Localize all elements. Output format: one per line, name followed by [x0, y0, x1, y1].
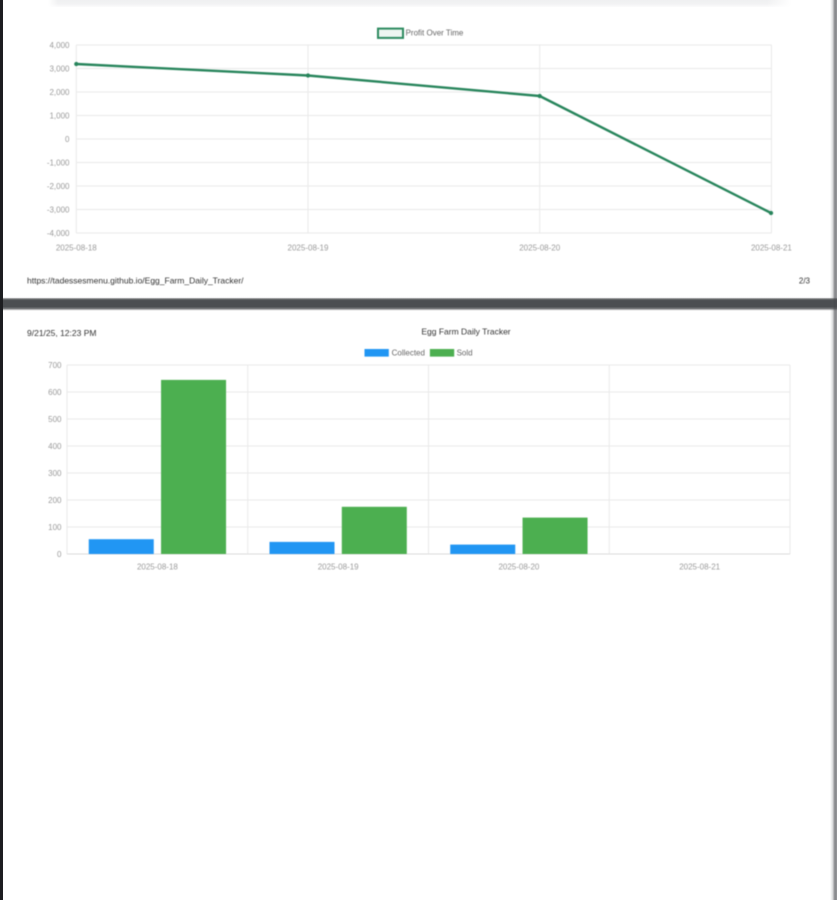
svg-text:2025-08-20: 2025-08-20: [519, 243, 560, 252]
svg-text:4,000: 4,000: [49, 41, 70, 50]
svg-text:2025-08-20: 2025-08-20: [498, 562, 539, 571]
svg-text:600: 600: [48, 388, 62, 397]
svg-text:2025-08-18: 2025-08-18: [56, 243, 97, 252]
svg-text:500: 500: [48, 415, 62, 424]
svg-text:Profit Over Time: Profit Over Time: [406, 29, 464, 38]
svg-text:2025-08-21: 2025-08-21: [679, 562, 720, 571]
svg-text:2025-08-19: 2025-08-19: [318, 562, 359, 571]
svg-text:Sold: Sold: [457, 349, 473, 358]
svg-text:3,000: 3,000: [49, 64, 70, 73]
svg-text:-2,000: -2,000: [47, 182, 70, 191]
svg-text:300: 300: [48, 469, 62, 478]
svg-text:200: 200: [48, 496, 62, 505]
svg-text:2,000: 2,000: [49, 88, 70, 97]
svg-text:9/21/25, 12:23 PM: 9/21/25, 12:23 PM: [27, 328, 96, 338]
svg-text:2/3: 2/3: [799, 276, 811, 285]
svg-text:1,000: 1,000: [49, 111, 70, 120]
svg-text:-1,000: -1,000: [47, 158, 70, 167]
svg-text:2025-08-18: 2025-08-18: [137, 562, 178, 571]
svg-text:2025-08-19: 2025-08-19: [288, 243, 329, 252]
svg-text:0: 0: [57, 550, 62, 559]
svg-text:-4,000: -4,000: [47, 229, 70, 238]
svg-text:100: 100: [48, 523, 62, 532]
svg-text:400: 400: [48, 442, 62, 451]
svg-text:-3,000: -3,000: [47, 205, 70, 214]
svg-text:2025-08-21: 2025-08-21: [751, 243, 792, 252]
svg-text:Egg Farm Daily Tracker: Egg Farm Daily Tracker: [421, 326, 510, 336]
svg-text:700: 700: [48, 361, 62, 370]
svg-text:0: 0: [65, 135, 70, 144]
svg-text:https://tadessesmenu.github.io: https://tadessesmenu.github.io/Egg_Farm_…: [27, 275, 244, 285]
svg-text:Collected: Collected: [392, 349, 425, 358]
